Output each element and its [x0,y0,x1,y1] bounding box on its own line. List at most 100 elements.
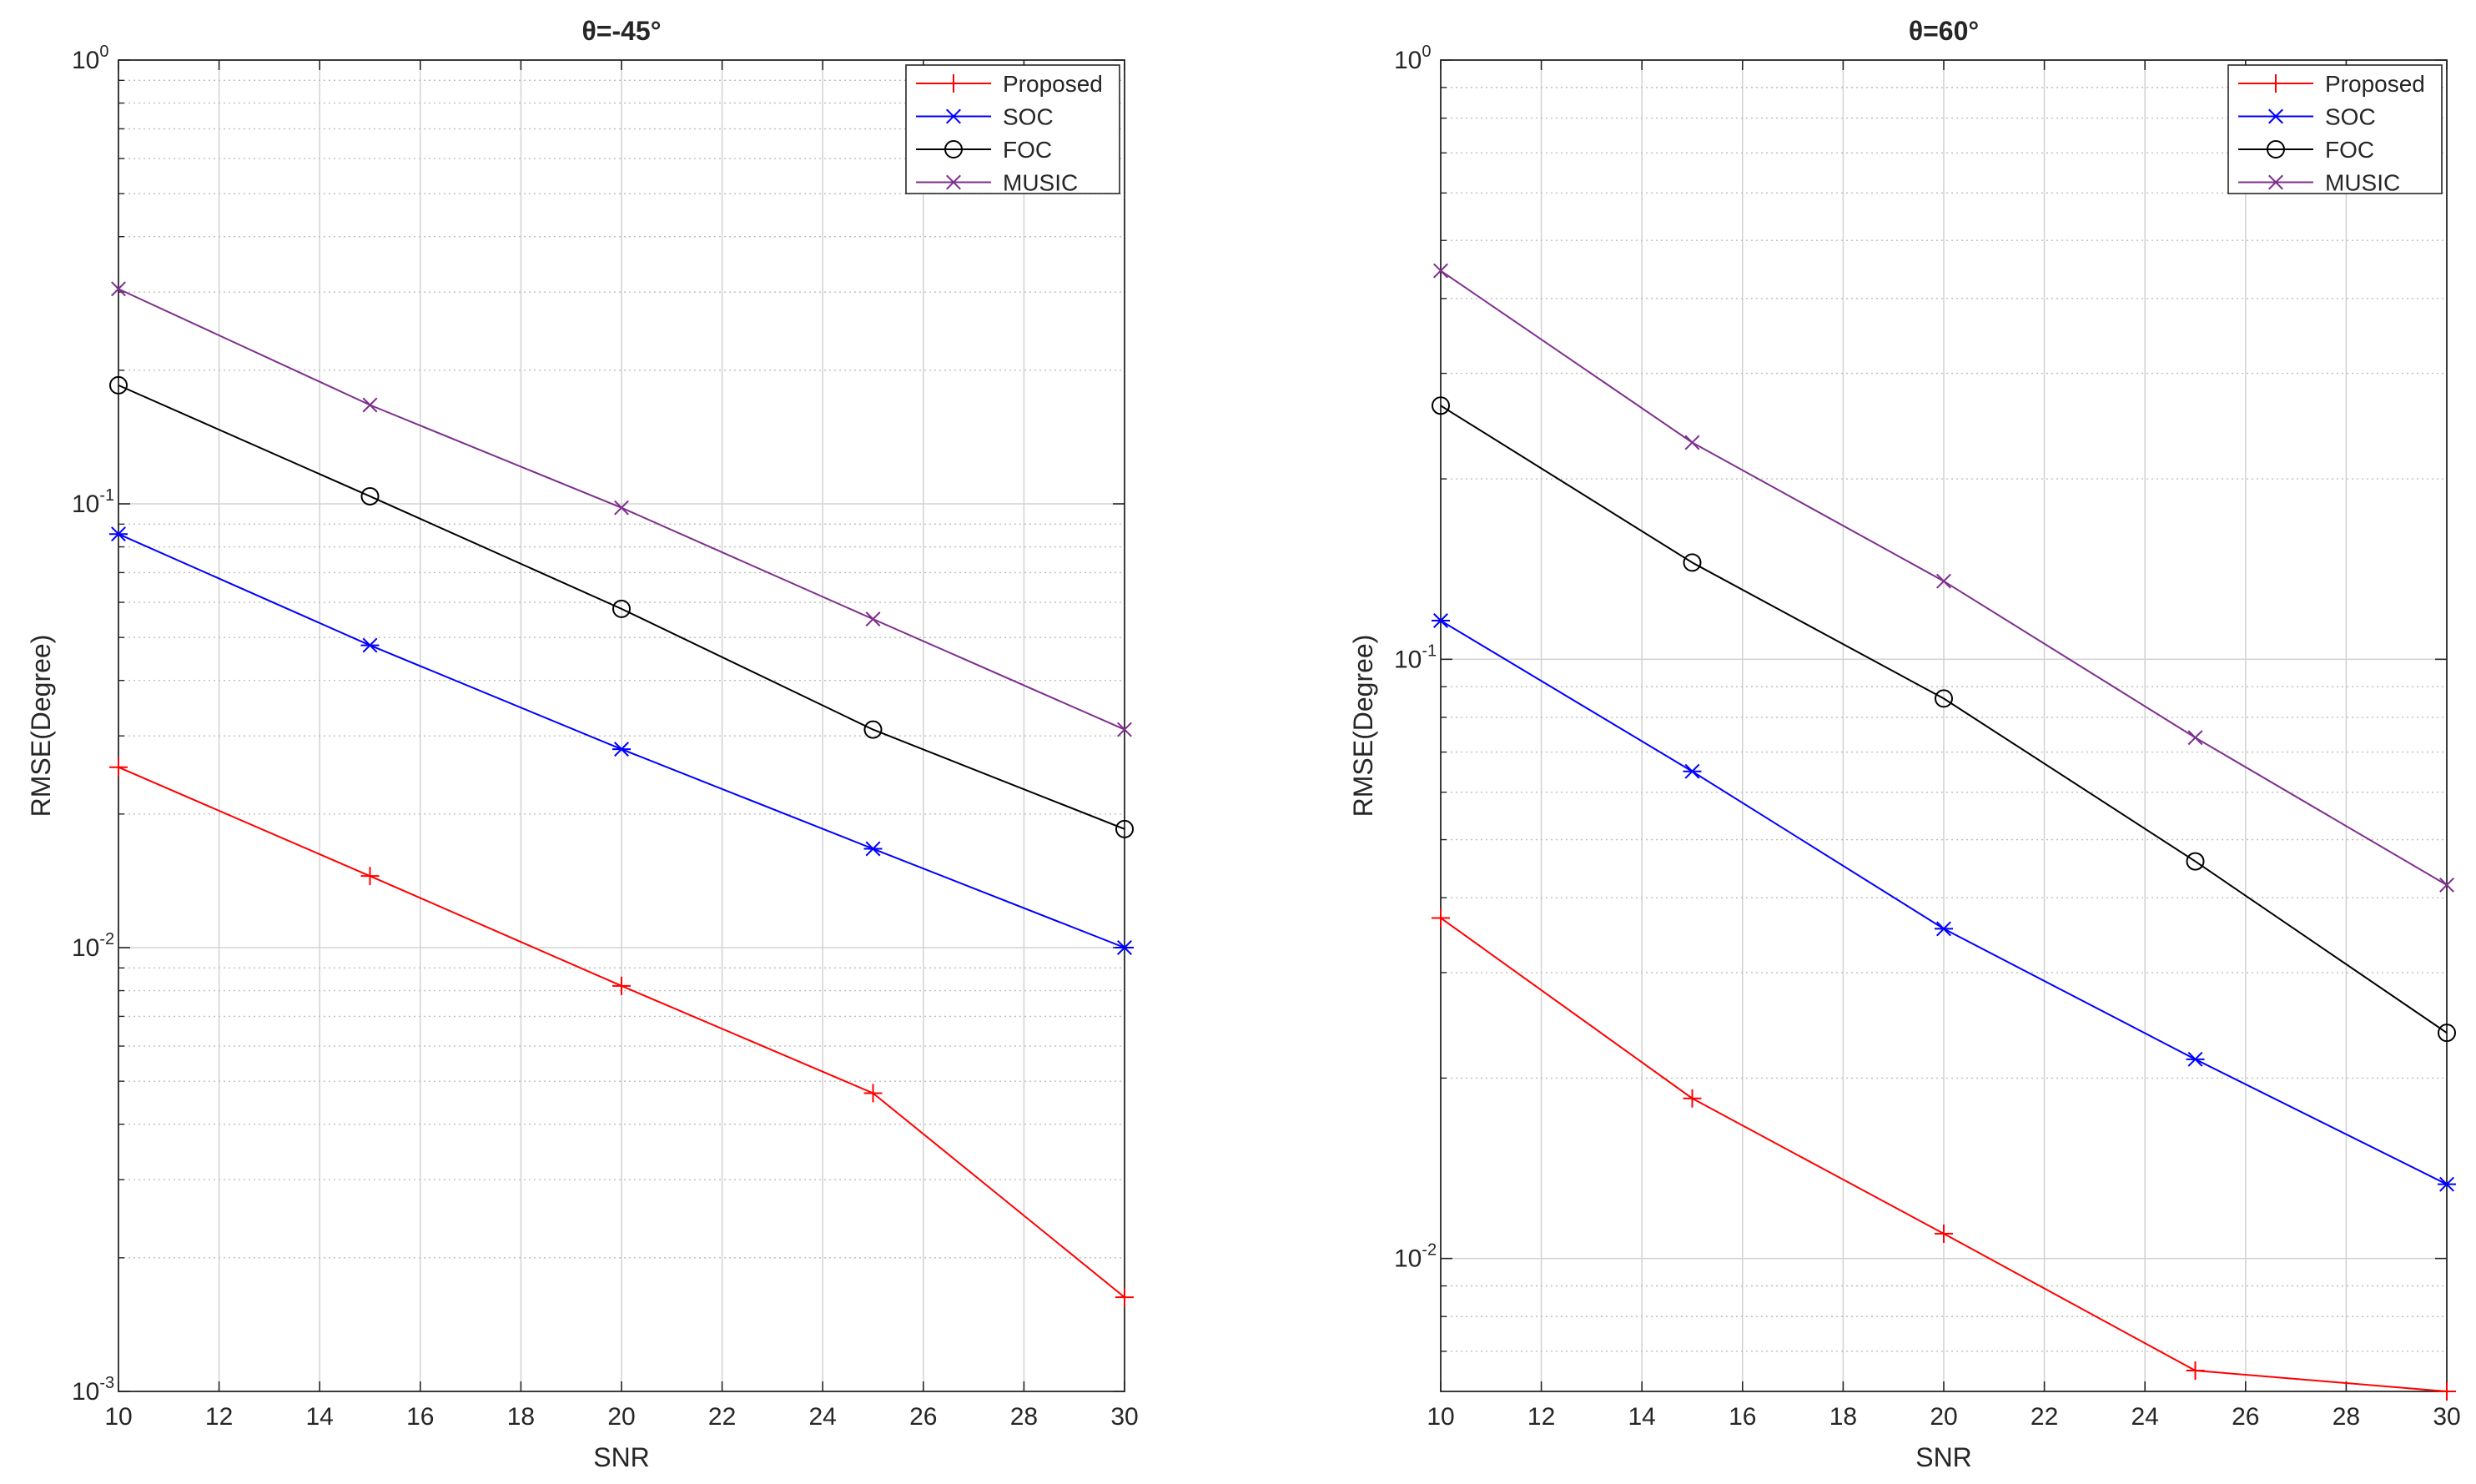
chart-2-legend-item-foc-marker [2267,140,2285,158]
chart-2-series-foc-point-ring [1432,396,1450,415]
chart-1-y-tick-exponent: -2 [99,930,114,948]
chart-2-series-music-point-stroke [2439,877,2454,893]
chart-2-x-tick-label: 30 [2433,1403,2460,1431]
chart-1-series-music-point-stroke [362,397,378,413]
chart-1-series-foc-point [360,486,380,506]
chart-2-series-music-point-stroke [1433,263,1448,279]
chart-2-x-tick-label: 18 [1829,1403,1857,1431]
chart-2-series-soc-point [1683,763,1702,779]
chart-1-y-tick-exponent: -1 [99,486,114,505]
chart-1-y-tick-label: 100 [72,43,109,74]
chart-1-series-soc-point [863,841,883,857]
chart-1-series-music-point [362,397,378,413]
chart-1-series-foc [109,375,1134,838]
chart-1-legend-item-foc-marker-ring [944,140,963,158]
chart-1-legend-item-music: MUSIC [916,170,1078,196]
chart-2-series-foc-line [1440,405,2448,1034]
chart-2-legend-item-music-label: MUSIC [2325,170,2400,196]
chart-2: 10 12 14 16 18 20 22 24 26 28 3010-210-1100θ=60°SN… [1348,16,2461,1472]
chart-1-series-soc-point [109,526,128,542]
chart-1-y-tick-label: 10-1 [72,486,114,518]
chart-1-series-music-point-stroke [1117,722,1132,737]
chart-2-x-tick-label: 24 [2131,1403,2159,1431]
chart-1-x-tick-label: 24 [809,1403,837,1431]
chart-1-legend-item-foc: FOC [916,137,1052,163]
chart-1-series-foc-point [1115,819,1134,838]
chart-2-y-tick-exponent: 0 [1422,43,1431,61]
chart-2-series-proposed-point [1432,908,1450,928]
chart-2-legend-item-proposed-marker [2267,74,2285,93]
chart-2-series-soc-point-stroke [1684,763,1700,779]
chart-2-grid [1441,60,2447,1391]
chart-1-series-music-point-stroke [614,500,629,516]
chart-1-series-music-point [614,500,629,516]
chart-1-y-tick-label: 10-2 [72,930,114,962]
chart-2-title: θ=60° [1909,16,1979,46]
chart-2-series-soc-point [2186,1051,2205,1067]
chart-1-series-proposed [109,757,1134,1307]
chart-1-legend: Proposed SOC FOC MUSIC [905,64,1120,196]
chart-2-y-tick-label: 10-1 [1394,641,1437,673]
chart-2-y-tick-exponent: -1 [1422,641,1437,660]
chart-1-x-tick-label: 10 [104,1403,132,1431]
chart-2-series-foc-point-ring [1935,689,1953,708]
chart-1-x-tick-label: 28 [1010,1403,1038,1431]
chart-1-x-tick-label: 20 [607,1403,635,1431]
chart-1-series-soc [109,526,1134,955]
chart-2-series-soc-point-stroke [1433,613,1448,628]
chart-1-x-tick-label: 14 [306,1403,334,1431]
chart-2-series-music-point [1433,263,1448,279]
chart-1-series-music [111,281,1132,737]
chart-2-series-soc-point-stroke [2187,1051,2203,1067]
chart-2-legend: Proposed SOC FOC MUSIC [2227,64,2443,196]
chart-1-series-soc-point-stroke [362,637,378,653]
chart-2-series-foc-point [2186,852,2205,871]
chart-2-series-foc-point [2438,1024,2456,1043]
chart-2-y-tick-label: 100 [1394,43,1432,74]
chart-1-legend-item-proposed-label: Proposed [1003,71,1103,97]
chart-2-series-music-point [1936,573,1951,589]
chart-2-series-foc [1432,396,2456,1043]
chart-2-legend-item-music: MUSIC [2238,170,2400,196]
chart-1-x-tick-label: 22 [708,1403,736,1431]
chart-2-series-proposed-point [1935,1224,1953,1243]
chart-1-y-tick-base: 10 [72,490,99,518]
chart-1-series-foc-point-ring [612,599,631,618]
chart-1-series-music-point-stroke [865,611,881,627]
chart-2-series-soc-point [2438,1176,2456,1192]
chart-1-series-foc-point [612,599,631,618]
chart-1-legend-box [905,64,1120,194]
chart-1-series-proposed-point [863,1084,883,1103]
chart-2-series-proposed [1432,908,2456,1401]
chart-2-legend-item-proposed: Proposed [2238,71,2425,97]
chart-1-series-music-point [111,281,126,297]
chart-1-x-tick-label: 30 [1110,1403,1138,1431]
chart-1-series-soc-point [612,742,631,757]
chart-1-series-soc-point-stroke [614,742,629,757]
chart-1-series-soc-point-stroke [865,841,881,857]
chart-2-legend-item-soc-label: SOC [2325,104,2376,130]
chart-2-x-axis-label: SNR [1915,1442,1972,1472]
chart-1-series-foc-line [118,384,1125,830]
chart-1-series-foc-point [863,720,883,739]
chart-1-x-tick-label: 26 [909,1403,937,1431]
chart-2-series-soc-point-stroke [1936,921,1951,937]
chart-1: 10 12 14 16 18 20 22 24 26 28 3010-310-210-1100θ=-… [26,16,1139,1472]
chart-1-y-tick-exponent: -3 [99,1374,114,1392]
chart-1-series-music-point-stroke [111,281,126,297]
chart-2-legend-item-soc: SOC [2238,104,2376,130]
chart-1-series-soc-point [1115,940,1134,955]
chart-2-series-music [1433,263,2454,893]
chart-2-series-soc-point [1432,613,1450,628]
chart-2-y-tick-base: 10 [1394,47,1422,74]
chart-2-series-foc-point [1935,689,1953,708]
chart-1-legend-item-soc-marker-stroke [946,108,961,124]
chart-1-series-foc-point-ring [1115,819,1134,838]
chart-1-legend-item-proposed-marker [944,74,963,93]
chart-1-series-proposed-point [1115,1288,1134,1307]
chart-2-series-foc-point-ring [2438,1024,2456,1043]
chart-1-legend-item-foc-marker [944,140,963,158]
chart-1-legend-item-music-marker [946,174,961,190]
chart-2-series-proposed-point [1683,1089,1702,1108]
